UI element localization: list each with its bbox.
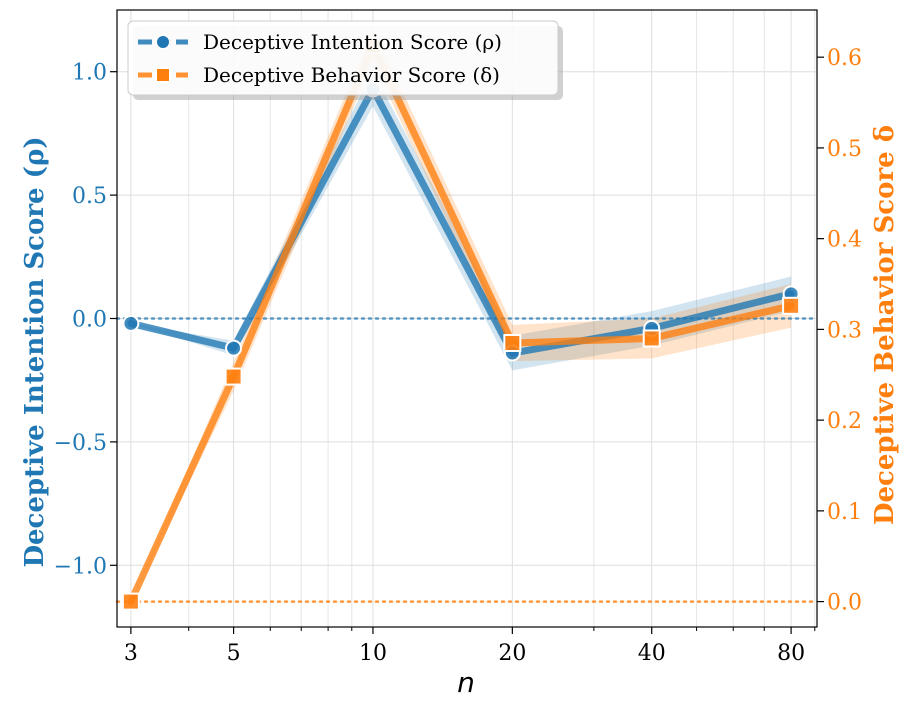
x-tick-label: 3 [124, 641, 138, 666]
right-tick-label: 0.2 [827, 409, 862, 434]
data-point-behavior [224, 367, 243, 386]
legend: Deceptive Intention Score (ρ) Deceptive … [127, 20, 563, 100]
data-point-behavior [121, 592, 140, 611]
right-tick-label: 0.0 [827, 591, 862, 616]
grid [117, 10, 817, 627]
series-line-intention [127, 85, 795, 357]
reference-lines [115, 317, 819, 603]
data-point-behavior [782, 296, 801, 315]
right-tick-label: 0.5 [827, 137, 862, 162]
series-lines [127, 41, 795, 606]
right-tick-label: 0.6 [827, 46, 862, 71]
x-tick-label: 80 [777, 641, 805, 666]
series-line-behavior [127, 41, 795, 606]
right-tick-label: 0.1 [827, 500, 862, 525]
legend-swatch-intention-marker [155, 34, 171, 50]
x-tick-label: 20 [498, 641, 526, 666]
left-tick-label: 1.0 [72, 61, 107, 86]
right-tick-label: 0.3 [827, 318, 862, 343]
right-tick-label: 0.4 [827, 228, 862, 253]
right-axis-label: Deceptive Behavior Score δ [870, 125, 900, 525]
left-axis-label: Deceptive Intention Score (ρ) [20, 136, 50, 567]
data-point-behavior [642, 329, 661, 348]
x-axis-label: n [457, 666, 475, 699]
right-axis-ticks: 0.0 0.1 0.2 0.3 0.4 0.5 0.6 [817, 46, 862, 616]
x-tick-label: 40 [638, 641, 666, 666]
x-tick-label: 5 [227, 641, 241, 666]
left-tick-label: 0.0 [72, 308, 107, 333]
legend-swatch-behavior-marker [155, 67, 171, 83]
left-tick-label: −0.5 [54, 431, 107, 456]
left-axis-ticks: −1.0 −0.5 0.0 0.5 1.0 [54, 61, 117, 579]
legend-box [127, 20, 559, 96]
x-tick-label: 10 [359, 641, 387, 666]
data-point-intention [122, 314, 140, 332]
data-point-behavior [503, 333, 522, 352]
legend-label-behavior: Deceptive Behavior Score (δ) [203, 63, 500, 87]
x-axis-ticks: 3 5 10 20 40 80 [124, 627, 816, 666]
data-point-intention [225, 339, 243, 357]
legend-label-intention: Deceptive Intention Score (ρ) [203, 30, 502, 54]
left-tick-label: −1.0 [54, 554, 107, 579]
left-tick-label: 0.5 [72, 184, 107, 209]
